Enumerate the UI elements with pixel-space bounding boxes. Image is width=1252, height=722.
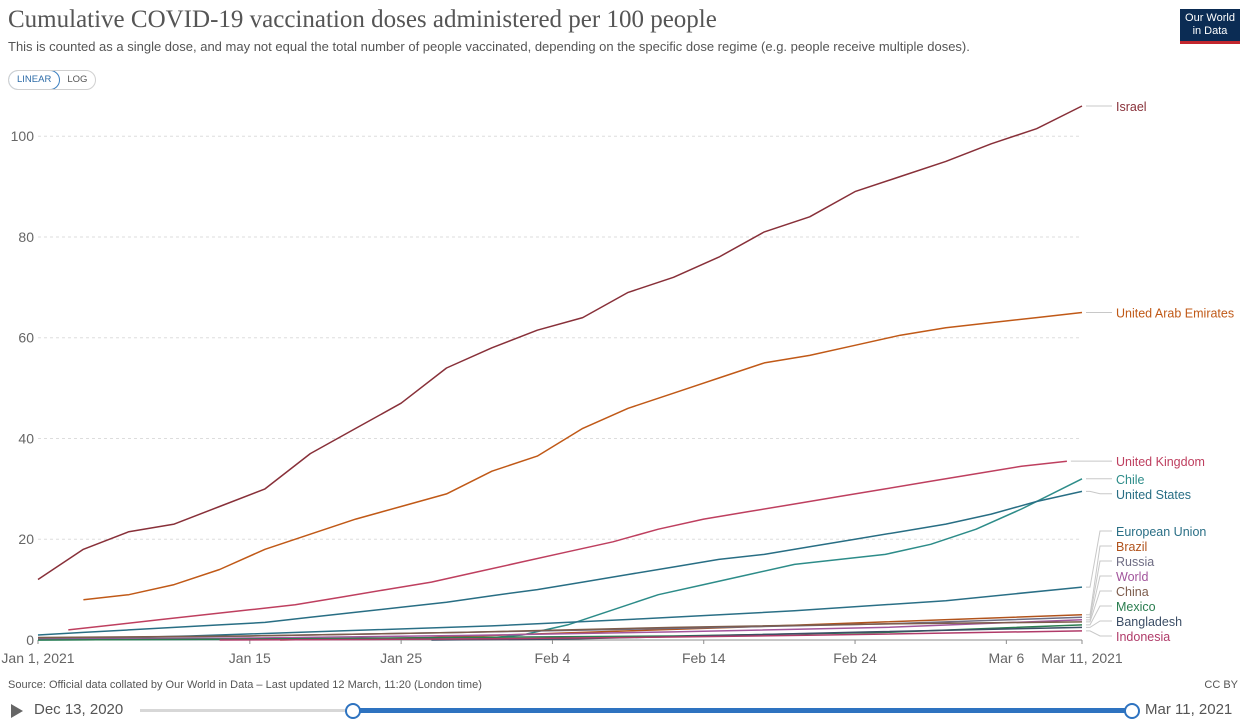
label-connector (1086, 560, 1112, 618)
grid-layer (38, 135, 1082, 641)
y-tick-label: 60 (18, 330, 34, 346)
label-connector (1086, 620, 1112, 628)
license-link[interactable]: CC BY (1204, 679, 1238, 691)
timeline-start-label: Dec 13, 2020 (34, 701, 124, 718)
x-tick-label: Mar 11, 2021 (1041, 650, 1123, 666)
label-connector (1086, 630, 1112, 637)
series-line-european-union (37, 586, 1083, 641)
y-tick-label: 0 (26, 632, 34, 648)
label-connector (1086, 605, 1112, 626)
series-label: European Union (1116, 525, 1206, 539)
linear-scale-button[interactable]: LINEAR (9, 71, 61, 89)
series-label: United Arab Emirates (1116, 307, 1234, 321)
play-icon[interactable] (11, 704, 23, 718)
y-tick-label: 80 (18, 229, 34, 245)
timeline-end-label: Mar 11, 2021 (1145, 701, 1233, 718)
series-label: Chile (1116, 473, 1145, 487)
scale-toggle: LINEAR LOG (8, 70, 97, 90)
y-tick-label: 40 (18, 430, 34, 446)
x-tick-label: Feb 14 (682, 650, 726, 666)
series-label: United States (1116, 488, 1191, 502)
series-line-israel (37, 105, 1083, 581)
series-layer (37, 105, 1083, 641)
x-tick-label: Jan 25 (380, 650, 422, 666)
series-line-united-states (37, 490, 1083, 636)
series-label: World (1116, 570, 1148, 584)
series-label: Russia (1116, 555, 1154, 569)
line-chart: 0 20 40 60 80 100 Jan 1, 2021 Jan 15 Jan 25 Feb 4… (1, 100, 1234, 666)
x-tick-label: Mar 6 (988, 650, 1024, 666)
label-connector (1086, 530, 1112, 588)
timeline-selected-range (353, 708, 1132, 713)
series-label: Bangladesh (1116, 615, 1182, 629)
logo-line-2: in Data (1192, 25, 1228, 37)
series-label: United Kingdom (1116, 455, 1205, 469)
timeline: Dec 13, 2020 Mar 11, 2021 (0, 698, 1252, 722)
logo-line-1: Our World (1185, 12, 1235, 24)
timeline-end-handle[interactable] (1124, 703, 1140, 719)
series-line-united-kingdom (68, 460, 1067, 631)
axis-layer: 0 20 40 60 80 100 Jan 1, 2021 Jan 15 Jan 25 Feb 4… (1, 128, 1123, 666)
series-line-world (37, 619, 1083, 641)
series-line-bangladesh (431, 626, 1083, 641)
x-tick-label: Feb 24 (833, 650, 877, 666)
series-label: Indonesia (1116, 630, 1170, 644)
chart-title: Cumulative COVID-19 vaccination doses ad… (8, 6, 717, 33)
label-layer: Israel United Arab Emirates United Kingdom… (1070, 100, 1234, 644)
series-line-indonesia (219, 630, 1083, 641)
label-connector (1086, 575, 1112, 621)
series-line-china (37, 621, 1083, 639)
label-connector (1086, 590, 1112, 623)
label-connector (1086, 545, 1112, 616)
log-scale-button[interactable]: LOG (67, 74, 88, 85)
x-tick-label: Jan 15 (229, 650, 271, 666)
x-tick-label: Jan 1, 2021 (1, 650, 74, 666)
timeline-start-handle[interactable] (345, 703, 362, 719)
label-connector (1086, 490, 1112, 495)
owid-logo[interactable]: Our World in Data (1180, 9, 1240, 44)
series-line-united-arab-emirates (83, 311, 1083, 601)
y-tick-label: 100 (11, 128, 35, 144)
chart-subtitle: This is counted as a single dose, and ma… (8, 39, 970, 54)
y-tick-label: 20 (18, 531, 34, 547)
x-tick-label: Feb 4 (535, 650, 571, 666)
series-label: China (1116, 585, 1149, 599)
series-label: Brazil (1116, 540, 1147, 554)
series-label: Israel (1116, 100, 1147, 114)
source-note: Source: Official data collated by Our Wo… (8, 679, 482, 691)
series-label: Mexico (1116, 600, 1156, 614)
